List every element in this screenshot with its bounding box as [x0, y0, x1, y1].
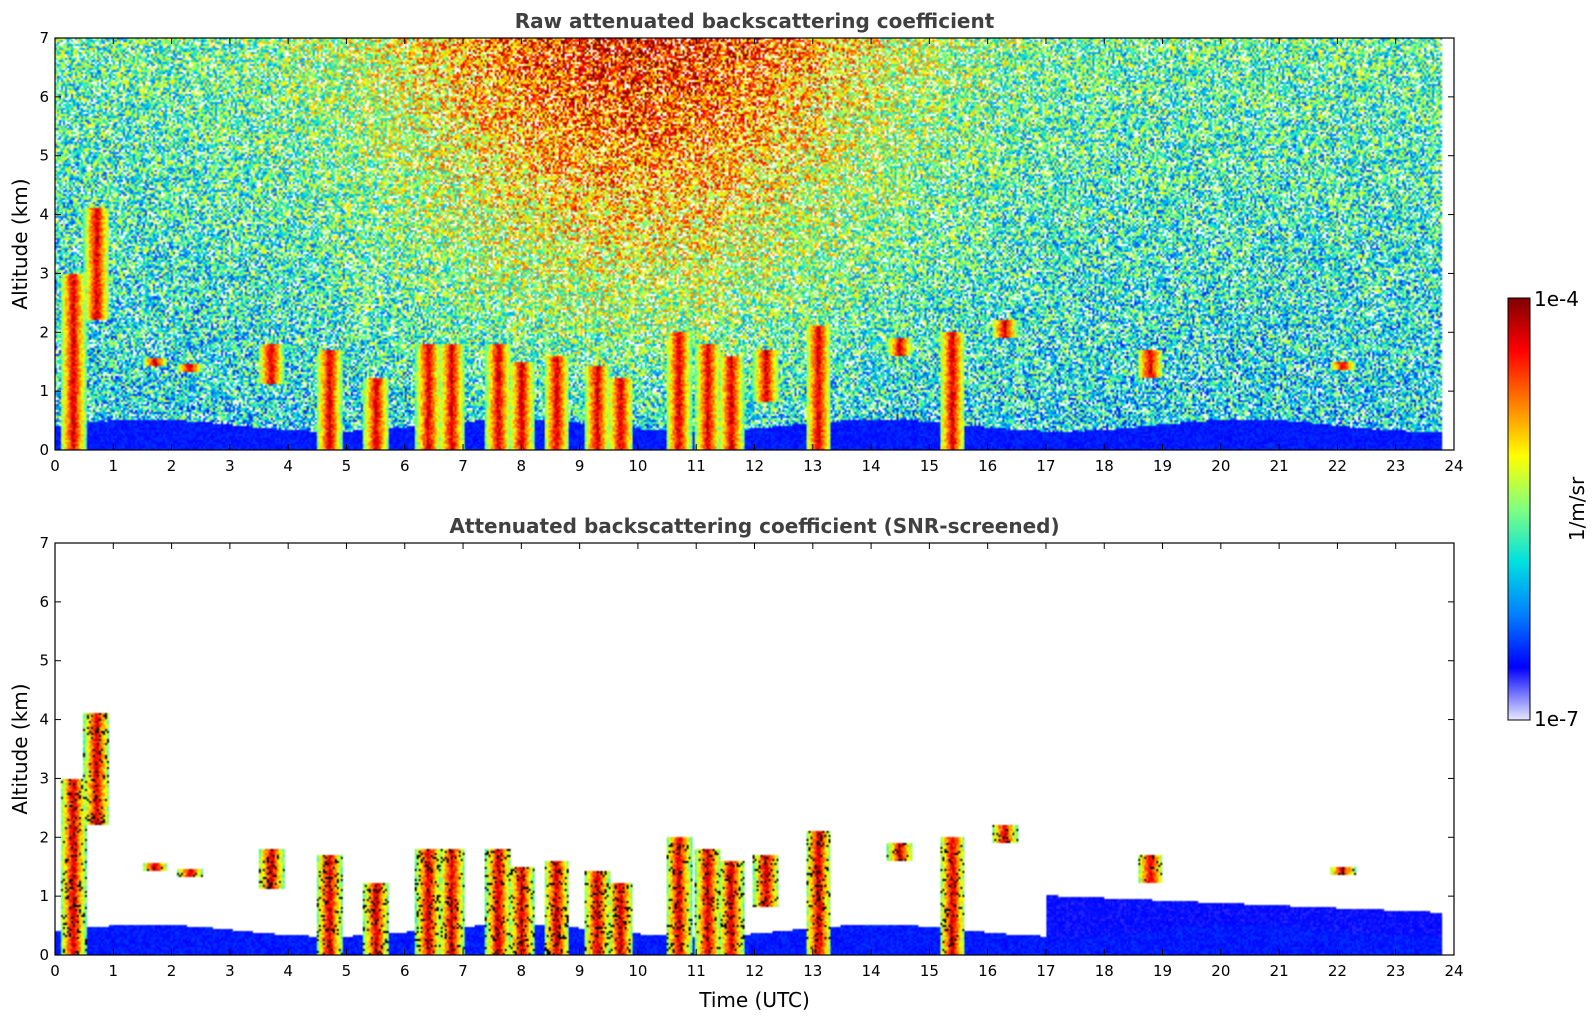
- x-tick-label: 2: [167, 962, 177, 980]
- colorbar: 1e-4 1e-7 1/m/sr: [1507, 287, 1589, 731]
- chart-title: Raw attenuated backscattering coefficien…: [515, 9, 995, 33]
- y-tick-label: 1: [39, 887, 49, 905]
- x-tick-label: 10: [628, 457, 647, 475]
- y-tick-label: 1: [39, 382, 49, 400]
- y-tick-label: 7: [39, 29, 49, 47]
- x-tick-label: 4: [283, 457, 293, 475]
- y-tick-label: 5: [39, 652, 49, 670]
- x-tick-label: 17: [1036, 962, 1055, 980]
- x-tick-label: 13: [803, 457, 822, 475]
- x-tick-label: 16: [978, 962, 997, 980]
- x-tick-label: 6: [400, 962, 410, 980]
- y-tick-label: 5: [39, 147, 49, 165]
- x-tick-label: 11: [687, 962, 706, 980]
- x-tick-label: 21: [1270, 457, 1289, 475]
- x-tick-label: 18: [1095, 962, 1114, 980]
- panel-raw: Raw attenuated backscattering coefficien…: [8, 9, 1464, 475]
- y-tick-label: 3: [39, 264, 49, 282]
- y-tick-label: 2: [39, 323, 49, 341]
- axis-ticks: 0 1 2 3 4 5 6 7 8 9 10 11 12 13 14 15 16 17 18 19 20 21 22 23 24…: [39, 534, 1463, 980]
- heatmap-raw: [55, 38, 1454, 450]
- colorbar-min-label: 1e-7: [1534, 707, 1579, 731]
- x-tick-label: 16: [978, 457, 997, 475]
- x-tick-label: 8: [517, 962, 527, 980]
- x-tick-label: 17: [1036, 457, 1055, 475]
- x-tick-label: 15: [920, 962, 939, 980]
- y-tick-label: 7: [39, 534, 49, 552]
- y-axis-label: Altitude (km): [8, 178, 32, 309]
- x-tick-label: 1: [109, 962, 119, 980]
- x-tick-label: 22: [1328, 457, 1347, 475]
- x-tick-label: 7: [458, 457, 468, 475]
- y-tick-label: 4: [39, 206, 49, 224]
- x-tick-label: 1: [109, 457, 119, 475]
- x-tick-label: 20: [1211, 457, 1230, 475]
- x-tick-label: 0: [50, 457, 60, 475]
- heatmap-image: [55, 543, 1454, 955]
- x-tick-label: 10: [628, 962, 647, 980]
- y-tick-label: 6: [39, 88, 49, 106]
- y-tick-label: 4: [39, 711, 49, 729]
- x-tick-label: 11: [687, 457, 706, 475]
- x-tick-label: 9: [575, 962, 585, 980]
- x-tick-label: 19: [1153, 962, 1172, 980]
- y-axis-label: Altitude (km): [8, 683, 32, 814]
- x-tick-label: 7: [458, 962, 468, 980]
- y-tick-label: 2: [39, 828, 49, 846]
- x-tick-label: 14: [862, 962, 881, 980]
- x-tick-label: 14: [862, 457, 881, 475]
- chart-title: Attenuated backscattering coefficient (S…: [449, 514, 1059, 538]
- axis-ticks: 0 1 2 3 4 5 6 7 8 9 10 11 12 13 14 15 16 17 18 19 20 21 22 23 24…: [39, 29, 1463, 475]
- x-tick-label: 15: [920, 457, 939, 475]
- x-tick-label: 9: [575, 457, 585, 475]
- x-tick-label: 19: [1153, 457, 1172, 475]
- colorbar-gradient: [1507, 297, 1531, 721]
- x-tick-label: 12: [745, 962, 764, 980]
- x-tick-label: 4: [283, 962, 293, 980]
- heatmap-screened: [55, 543, 1454, 955]
- x-tick-label: 20: [1211, 962, 1230, 980]
- x-tick-label: 21: [1270, 962, 1289, 980]
- panel-screened: Attenuated backscattering coefficient (S…: [8, 514, 1464, 1012]
- x-tick-label: 22: [1328, 962, 1347, 980]
- colorbar-unit-label: 1/m/sr: [1565, 476, 1589, 541]
- x-tick-label: 13: [803, 962, 822, 980]
- x-axis-label: Time (UTC): [698, 988, 810, 1012]
- x-tick-label: 8: [517, 457, 527, 475]
- x-tick-label: 6: [400, 457, 410, 475]
- heatmap-image: [55, 38, 1454, 450]
- y-tick-label: 0: [39, 946, 49, 964]
- x-tick-label: 5: [342, 457, 352, 475]
- x-tick-label: 24: [1444, 962, 1463, 980]
- x-tick-label: 24: [1444, 457, 1463, 475]
- colorbar-max-label: 1e-4: [1534, 287, 1579, 311]
- y-tick-label: 6: [39, 593, 49, 611]
- x-tick-label: 23: [1386, 457, 1405, 475]
- x-tick-label: 0: [50, 962, 60, 980]
- x-tick-label: 23: [1386, 962, 1405, 980]
- x-tick-label: 3: [225, 457, 235, 475]
- x-tick-label: 18: [1095, 457, 1114, 475]
- y-tick-label: 3: [39, 769, 49, 787]
- y-tick-label: 0: [39, 441, 49, 459]
- x-tick-label: 12: [745, 457, 764, 475]
- x-tick-label: 5: [342, 962, 352, 980]
- x-tick-label: 3: [225, 962, 235, 980]
- x-tick-label: 2: [167, 457, 177, 475]
